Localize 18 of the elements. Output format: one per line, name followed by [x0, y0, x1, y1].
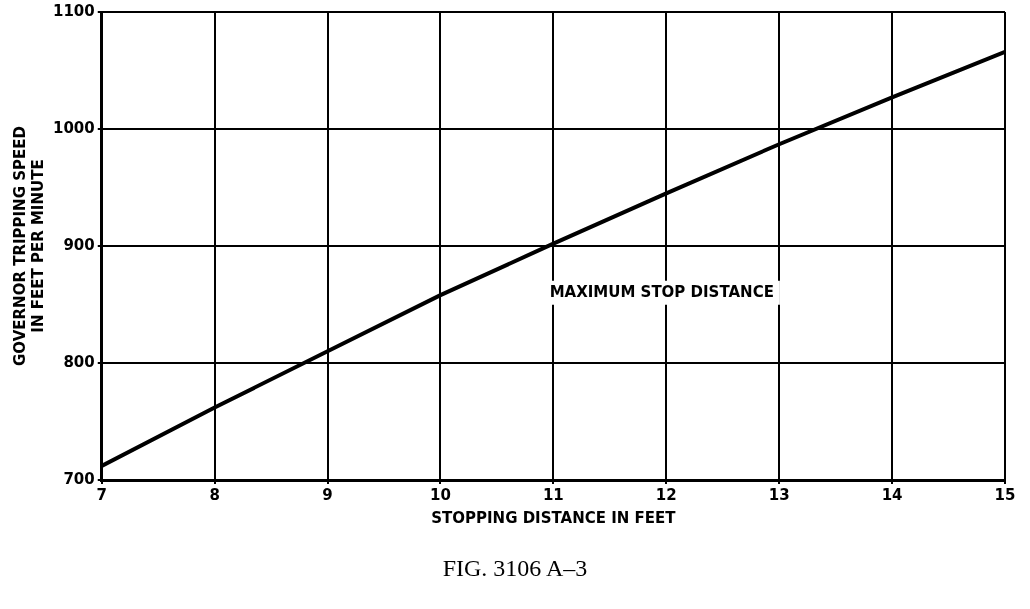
caption: FIG. 3106 A–3 — [441, 555, 589, 582]
y-tick-label: 1100 — [53, 1, 95, 20]
x-axis-title: STOPPING DISTANCE IN FEET — [431, 508, 677, 527]
x-tick-label: 7 — [96, 485, 107, 504]
x-tick-label: 12 — [655, 485, 677, 504]
y-tick-label: 1000 — [53, 118, 95, 137]
x-tick-label: 10 — [430, 485, 451, 504]
x-tick-label: 13 — [768, 485, 790, 504]
x-tick-label: 14 — [881, 485, 903, 504]
x-tick-label: 11 — [542, 485, 564, 504]
y-tick-label: 900 — [63, 235, 95, 254]
y-axis-title: GOVERNOR TRIPPING SPEED IN FEET PER MINUTE — [10, 126, 47, 366]
annotation: MAXIMUM STOP DISTANCE — [549, 282, 774, 301]
x-tick-label: 8 — [209, 485, 220, 504]
x-tick-label: 9 — [322, 485, 333, 504]
x-tick-label: 15 — [994, 485, 1016, 504]
y-tick-label: 800 — [63, 352, 95, 371]
y-tick-label: 700 — [63, 469, 95, 488]
